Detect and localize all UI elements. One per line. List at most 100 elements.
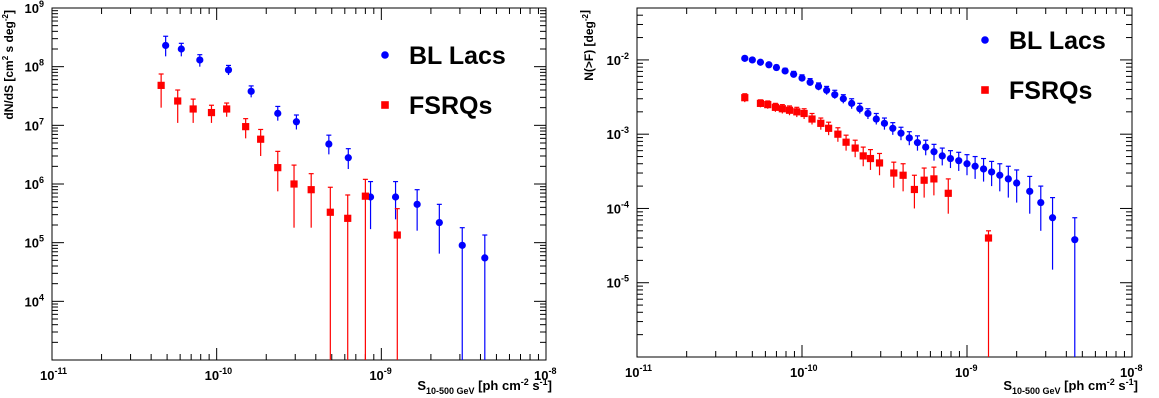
data-point <box>800 109 808 118</box>
data-point <box>1013 179 1021 187</box>
data-point <box>938 152 946 160</box>
data-point <box>413 200 421 208</box>
legend-marker <box>381 51 389 59</box>
data-point <box>290 180 298 188</box>
data-point <box>922 143 930 151</box>
data-point <box>817 119 825 127</box>
data-point <box>825 124 833 132</box>
data-point <box>393 231 401 239</box>
data-point <box>890 169 898 177</box>
data-point <box>856 105 864 113</box>
x-axis-title: S10-500 GeV [ph cm-2 s-1] <box>417 377 552 396</box>
legend-label: FSRQs <box>409 92 492 120</box>
data-point <box>944 189 952 197</box>
x-axis-title: S10-500 GeV [ph cm-2 s-1] <box>1003 377 1138 396</box>
legend-marker <box>981 36 989 44</box>
x-tick-label: 10-8 <box>1120 363 1142 380</box>
y-tick-label: 108 <box>25 58 44 75</box>
legend-marker <box>381 101 389 109</box>
data-point <box>963 160 971 168</box>
data-point <box>207 108 216 117</box>
x-tick-label: 10-8 <box>534 366 556 383</box>
data-point <box>1026 187 1034 195</box>
data-point <box>307 186 315 194</box>
data-point <box>793 108 801 116</box>
data-point <box>748 56 756 64</box>
data-point <box>274 164 282 172</box>
data-point <box>910 185 919 194</box>
x-tick-label: 10-9 <box>955 363 977 380</box>
data-point <box>344 154 352 162</box>
data-point <box>984 234 993 242</box>
data-point <box>344 214 352 222</box>
data-point <box>1048 214 1057 222</box>
data-point <box>481 254 489 262</box>
x-tick-label: 10-9 <box>369 366 391 383</box>
data-point <box>458 241 466 249</box>
y-tick-label: 10-3 <box>607 125 629 142</box>
data-point <box>946 154 955 163</box>
legend-label: BL Lacs <box>409 42 506 70</box>
axis-ticks <box>636 7 1132 358</box>
data-point <box>435 218 443 227</box>
axis-ticks <box>51 7 546 361</box>
data-point <box>391 193 400 201</box>
data-point <box>920 176 928 184</box>
dnds-chart: 10-11 10-10 10-9 10-8 104 105 106 107 108 109 S10-… <box>1 0 556 396</box>
data-point <box>899 171 907 179</box>
series-fsrqs <box>741 93 993 357</box>
data-point <box>196 56 204 64</box>
data-point <box>765 61 773 69</box>
data-point <box>361 192 369 200</box>
data-point <box>913 139 922 147</box>
left-chart-panel: 10-11 10-10 10-9 10-8 104 105 106 107 108 109 S10-… <box>1 0 556 396</box>
y-tick-label: 107 <box>25 116 44 133</box>
data-point <box>859 152 867 160</box>
y-tick-label: 109 <box>25 0 44 16</box>
x-tick-label: 10-10 <box>205 366 232 383</box>
data-point <box>905 134 913 142</box>
y-tick-label: 10-2 <box>607 51 629 68</box>
data-point <box>823 86 831 94</box>
legend-label: FSRQs <box>1009 77 1092 105</box>
data-point <box>157 81 165 89</box>
data-point <box>842 138 850 146</box>
data-point <box>242 123 250 131</box>
data-point <box>988 168 996 176</box>
y-tick-label: 10-5 <box>607 274 629 291</box>
data-point <box>790 70 798 78</box>
data-point <box>1037 198 1045 207</box>
y-tick-label: 105 <box>25 234 44 251</box>
y-axis-title: N(>F) [deg-2] <box>580 10 596 81</box>
data-point <box>177 45 185 53</box>
data-point <box>756 58 765 66</box>
data-point <box>785 106 794 114</box>
data-point <box>834 130 842 138</box>
data-point <box>889 124 897 132</box>
data-point <box>756 99 765 107</box>
y-tick-label: 10-4 <box>607 199 629 216</box>
data-point <box>771 103 780 111</box>
series-bl-lacs <box>741 54 1079 357</box>
y-axis-title: dN/dS [cm2 s deg-2] <box>1 10 16 120</box>
data-point <box>831 91 839 99</box>
data-point <box>223 105 231 113</box>
data-point <box>979 165 988 173</box>
data-point <box>1071 236 1079 244</box>
data-point <box>162 41 170 50</box>
data-point <box>848 99 856 107</box>
y-tick-label: 106 <box>25 175 44 192</box>
data-point <box>866 154 875 163</box>
plot-frame <box>636 7 1133 358</box>
cumulative-counts-chart: 10-11 10-10 10-9 10-8 10-5 10-4 10-3 10-2 S10-50… <box>580 7 1142 396</box>
data-point <box>189 105 197 113</box>
legend-label: BL Lacs <box>1009 27 1106 55</box>
data-point <box>764 101 772 109</box>
data-point <box>325 140 333 148</box>
data-point <box>930 175 938 183</box>
right-chart-panel: 10-11 10-10 10-9 10-8 10-5 10-4 10-3 10-2 S10-50… <box>580 0 1159 398</box>
y-tick-label: 104 <box>25 292 44 309</box>
data-point <box>741 94 749 102</box>
data-point <box>224 66 233 74</box>
data-point <box>851 144 859 152</box>
